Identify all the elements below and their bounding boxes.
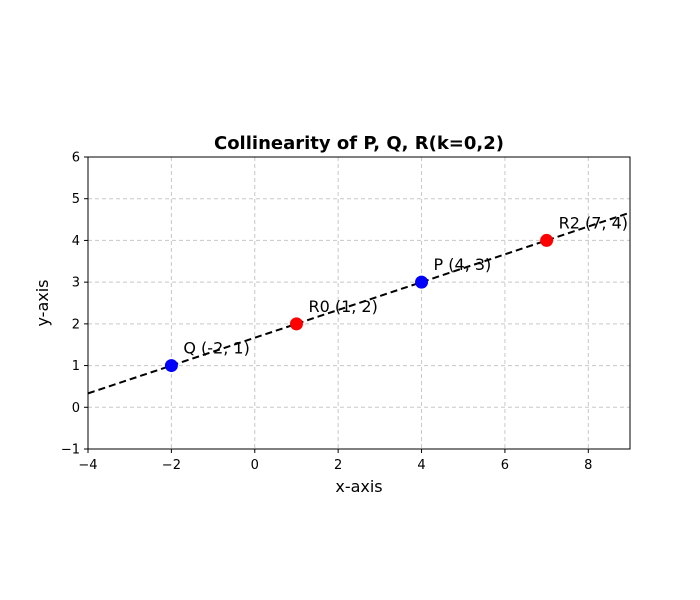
y-tick-label: 3 [72, 276, 80, 291]
x-tick-label: −2 [162, 458, 181, 473]
chart-title: Collinearity of P, Q, R(k=0,2) [214, 133, 504, 154]
plot-frame [87, 156, 631, 450]
y-tick-label: 5 [72, 192, 80, 207]
y-tick-label: 0 [72, 401, 80, 416]
x-tick-label: −4 [78, 458, 97, 473]
y-tick-label: 2 [72, 317, 80, 332]
data-point [289, 317, 303, 331]
line-layer [87, 211, 631, 395]
data-point [164, 359, 178, 373]
x-tick-label: 8 [584, 458, 592, 473]
x-tick-label: 0 [251, 458, 259, 473]
point-label: Q (-2, 1) [183, 339, 249, 358]
y-tick-label: 6 [72, 151, 80, 166]
y-tick-label: −1 [61, 443, 80, 458]
ticks: −4 −2 0 2 4 6 8 −1 0 1 2 3 4 5 6 [61, 151, 593, 474]
point-label: R2 (7, 4) [559, 213, 628, 232]
x-tick-label: 2 [334, 458, 342, 473]
x-tick-label: 4 [417, 458, 425, 473]
point-label: P (4, 3) [434, 255, 492, 274]
x-axis-label: x-axis [335, 477, 382, 496]
y-tick-label: 1 [72, 359, 80, 374]
points: Q (-2, 1) R0 (1, 2) P (4, 3) R2 (7, 4) [164, 213, 628, 373]
y-axis-label: y-axis [33, 279, 52, 326]
x-tick-label: 6 [501, 458, 509, 473]
y-tick-label: 4 [72, 234, 80, 249]
fit-line [87, 211, 631, 395]
data-point [415, 275, 429, 289]
data-point [540, 233, 554, 247]
point-label: R0 (1, 2) [308, 297, 377, 316]
